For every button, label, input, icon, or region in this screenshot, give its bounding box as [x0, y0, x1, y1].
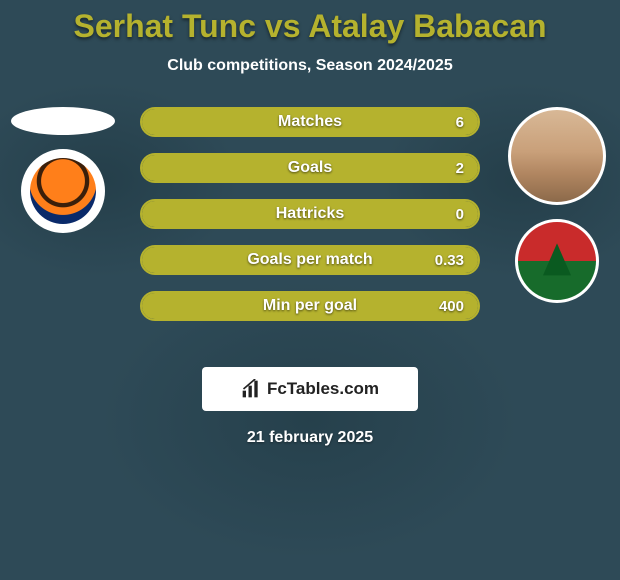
season-subtitle: Club competitions, Season 2024/2025: [0, 57, 620, 75]
player-left-avatar: [11, 107, 115, 135]
stat-value: 2: [456, 160, 464, 177]
club-badge-umraniye: [515, 219, 599, 303]
player-right-column: [502, 107, 612, 303]
umraniye-tree-icon: [543, 243, 571, 275]
stat-bar: Min per goal 400: [140, 291, 480, 321]
player-left-column: [8, 107, 118, 233]
page-title: Serhat Tunc vs Atalay Babacan: [0, 0, 620, 45]
stat-bars: Matches 6 Goals 2 Hattricks 0 Goals per …: [140, 107, 480, 321]
branding-text: FcTables.com: [267, 379, 379, 399]
stat-bar: Hattricks 0: [140, 199, 480, 229]
stat-bar: Goals per match 0.33: [140, 245, 480, 275]
stat-label: Hattricks: [142, 205, 478, 223]
adanaspor-crest-icon: [30, 158, 96, 224]
stat-label: Min per goal: [142, 297, 478, 315]
stat-label: Goals: [142, 159, 478, 177]
stats-area: Matches 6 Goals 2 Hattricks 0 Goals per …: [0, 107, 620, 347]
comparison-card: Serhat Tunc vs Atalay Babacan Club compe…: [0, 0, 620, 580]
stat-label: Matches: [142, 113, 478, 131]
bar-chart-icon: [241, 379, 261, 399]
branding-badge: FcTables.com: [202, 367, 418, 411]
stat-label: Goals per match: [142, 251, 478, 269]
stat-bar: Goals 2: [140, 153, 480, 183]
stat-value: 0.33: [435, 252, 464, 269]
comparison-date: 21 february 2025: [0, 429, 620, 447]
stat-value: 0: [456, 206, 464, 223]
stat-bar: Matches 6: [140, 107, 480, 137]
club-badge-adanaspor: [21, 149, 105, 233]
stat-value: 6: [456, 114, 464, 131]
stat-value: 400: [439, 298, 464, 315]
player-right-avatar: [508, 107, 606, 205]
